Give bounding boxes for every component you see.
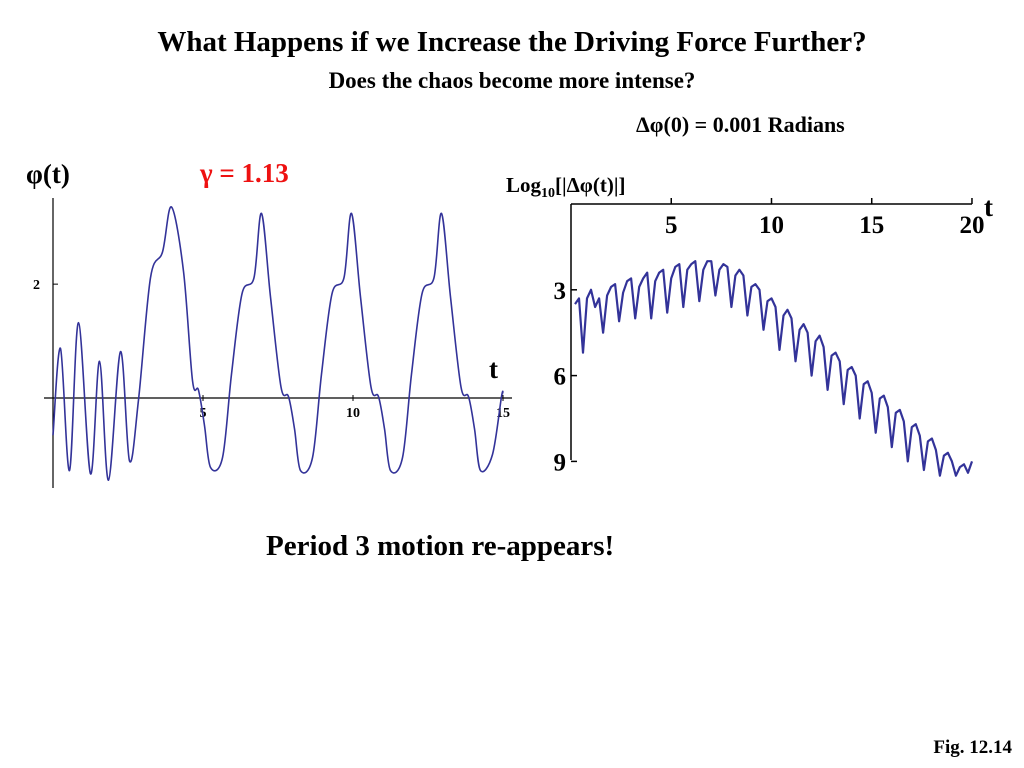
phi-chart: 5 10 15 2 φ(t) γ = 1.13 t	[26, 158, 512, 488]
caption: Period 3 motion re-appears!	[266, 530, 615, 562]
log-x-tick-label: 10	[759, 212, 784, 239]
initial-difference-note: Δφ(0) = 0.001 Radians	[636, 112, 845, 137]
log-y-axis-label: Log10[|Δφ(t)|]	[506, 173, 626, 201]
log-x-tick-label: 20	[959, 212, 984, 239]
slide-title: What Happens if we Increase the Driving …	[157, 26, 867, 58]
log-x-tick-label: 5	[665, 212, 678, 239]
figure-number: Fig. 12.14	[933, 737, 1012, 758]
log-y-tick-label: 3	[554, 278, 567, 305]
phi-y-axis-label: φ(t)	[26, 159, 70, 189]
log-x-tick-label: 15	[859, 212, 884, 239]
phi-x-tick-label: 10	[346, 406, 360, 421]
log-difference-chart: 5 10 15 20 3 6 9 Log10[|Δφ(t)|] t	[506, 173, 993, 477]
phi-y-tick-label: 2	[33, 278, 40, 293]
phi-x-axis-label: t	[489, 354, 498, 384]
phi-series-line	[52, 206, 504, 482]
log-x-axis-label: t	[984, 192, 993, 222]
slide-subtitle: Does the chaos become more intense?	[328, 68, 696, 93]
gamma-annotation: γ = 1.13	[199, 158, 289, 188]
log-y-tick-label: 6	[554, 364, 567, 391]
log-series-line	[574, 260, 974, 477]
log-y-tick-label: 9	[554, 449, 567, 476]
